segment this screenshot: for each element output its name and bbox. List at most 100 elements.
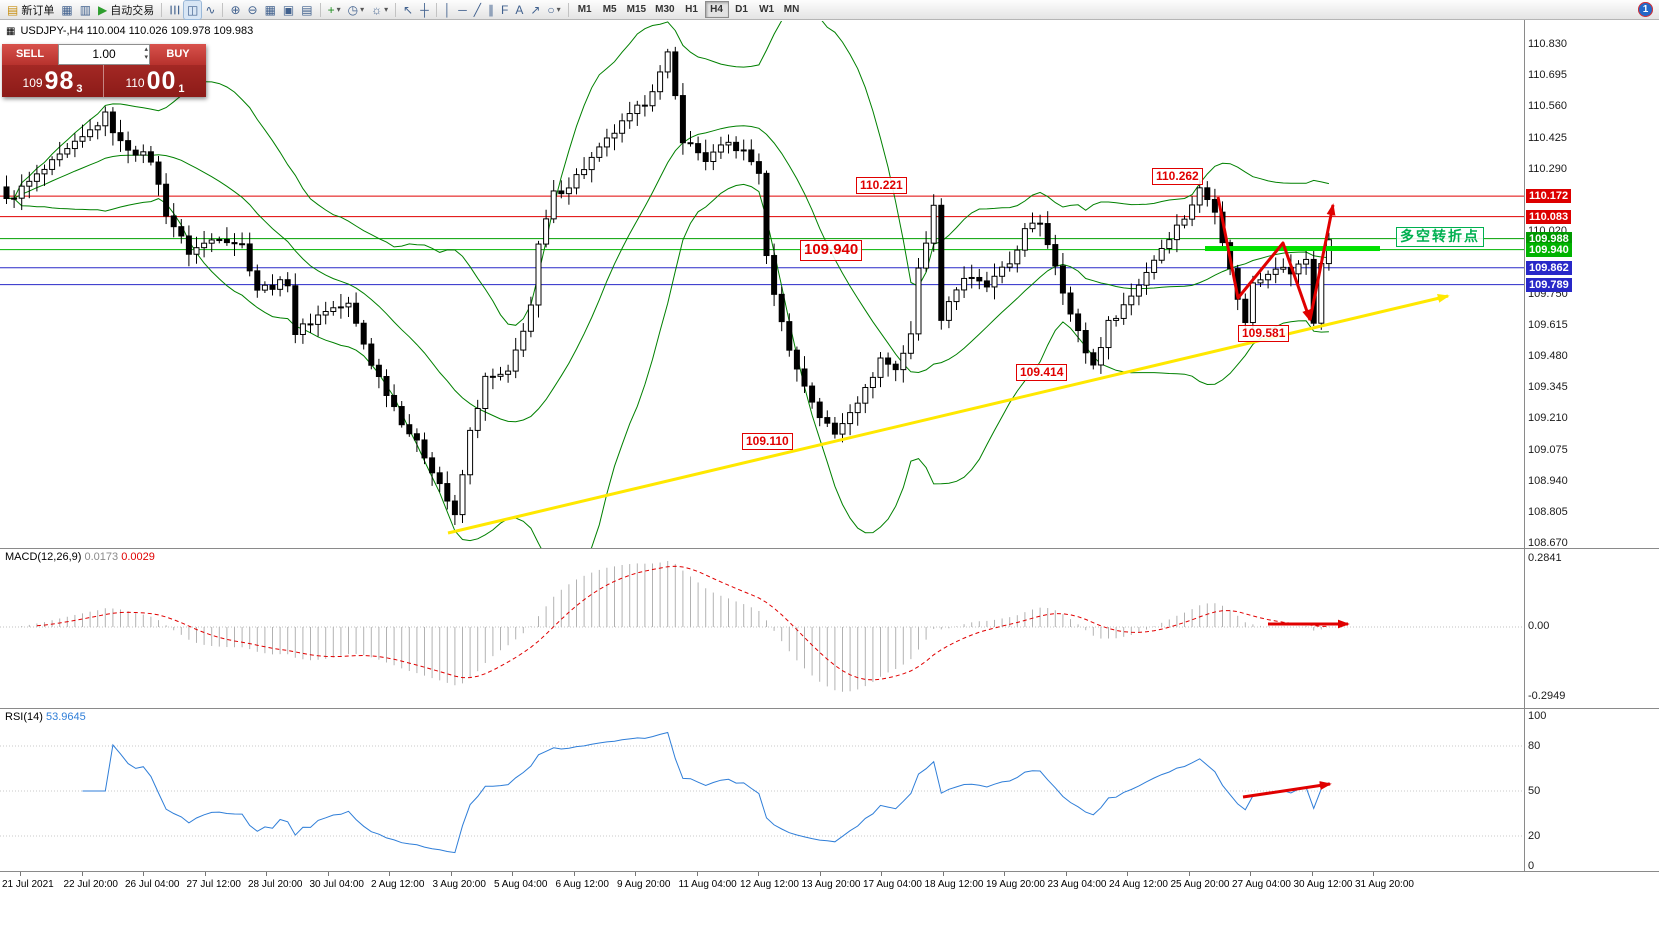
chevron-down-icon[interactable]: ▾ bbox=[360, 5, 365, 14]
chevron-down-icon[interactable]: ▾ bbox=[384, 5, 389, 14]
bar-chart-button[interactable]: ☰ bbox=[166, 1, 183, 19]
toolbar-separator bbox=[161, 2, 163, 17]
price-annotation-label[interactable]: 109.940 bbox=[800, 240, 863, 261]
auto-trading-icon: ▶ bbox=[98, 2, 108, 17]
new-order-button[interactable]: ▤ 新订单 bbox=[4, 1, 57, 19]
price-annotation-label[interactable]: 109.581 bbox=[1238, 325, 1290, 342]
timeframe-d1-button[interactable]: D1 bbox=[735, 4, 748, 15]
candlestick-chart-button[interactable]: ◫ bbox=[183, 0, 203, 20]
volume-spinner-icon[interactable]: ▴ ▾ bbox=[144, 46, 148, 61]
time-tick bbox=[20, 872, 21, 876]
timeframe-h1-button[interactable]: H1 bbox=[685, 4, 698, 15]
arrows-icon: ↗ bbox=[530, 2, 541, 17]
profiles-button[interactable]: ▥ bbox=[77, 1, 94, 19]
time-tick bbox=[204, 872, 206, 876]
timeframe-m15-button[interactable]: M15 bbox=[626, 4, 647, 15]
time-tick bbox=[1250, 872, 1251, 876]
add-indicator-icon: + bbox=[327, 2, 335, 17]
time-axis-label: 18 Aug 12:00 bbox=[924, 879, 984, 890]
volume-field[interactable]: 1.00 ▴ ▾ bbox=[58, 44, 150, 65]
timeframe-mn-button[interactable]: MN bbox=[783, 4, 800, 15]
price-scale-label: 110.830 bbox=[1528, 38, 1567, 50]
shapes-icon: ○ bbox=[547, 2, 555, 17]
chevron-down-icon[interactable]: ▾ bbox=[336, 5, 341, 14]
trendline-button[interactable]: ╱ bbox=[471, 1, 484, 19]
time-tick bbox=[389, 872, 390, 876]
horizontal-line-icon: ─ bbox=[458, 2, 467, 17]
price-scale-separator bbox=[1524, 20, 1525, 871]
chart-icon: ▦ bbox=[6, 25, 16, 37]
time-axis-label: 17 Aug 04:00 bbox=[863, 879, 922, 890]
price-scale-label: 109.480 bbox=[1528, 349, 1568, 362]
sell-button[interactable]: SELL bbox=[2, 44, 58, 65]
chart-window-button[interactable]: ▦ bbox=[58, 1, 75, 19]
time-tick bbox=[942, 872, 944, 876]
price-scale-label: 108.670 bbox=[1528, 537, 1568, 550]
trendline-icon: ╱ bbox=[473, 2, 481, 17]
timeframe-h4-button[interactable]: H4 bbox=[704, 1, 729, 18]
time-tick bbox=[819, 872, 821, 876]
add-indicator-button[interactable]: + ▾ bbox=[325, 1, 344, 19]
price-scale-label: 110.290 bbox=[1528, 162, 1567, 175]
time-tick bbox=[143, 872, 144, 876]
cursor-button[interactable]: ↖ bbox=[400, 1, 416, 19]
time-axis-label: 22 Jul 20:00 bbox=[63, 879, 119, 890]
time-tick bbox=[881, 872, 882, 876]
turning-point-label[interactable]: 多空转折点 bbox=[1396, 227, 1484, 247]
chart-symbol-label: ▦ USDJPY-,H4 110.004 110.026 109.978 109… bbox=[6, 25, 253, 37]
buy-price[interactable]: 110 00 1 bbox=[125, 67, 185, 95]
timeframe-m5-button[interactable]: M5 bbox=[602, 4, 617, 15]
rsi-panel-separator[interactable] bbox=[0, 708, 1659, 709]
vertical-line-button[interactable]: │ bbox=[441, 1, 455, 19]
text-button[interactable]: A bbox=[512, 1, 526, 19]
timeframe-w1-button[interactable]: W1 bbox=[759, 4, 775, 15]
price-annotation-label[interactable]: 109.110 bbox=[742, 433, 793, 450]
macd-panel-separator[interactable] bbox=[0, 548, 1659, 549]
time-tick bbox=[1004, 872, 1005, 876]
price-annotation-label[interactable]: 110.262 bbox=[1152, 168, 1203, 185]
sell-price[interactable]: 109 98 3 bbox=[2, 65, 104, 97]
new-order-button-label: 新订单 bbox=[21, 4, 55, 17]
fibonacci-icon: F bbox=[500, 2, 509, 17]
macd-main-value: 0.0173 bbox=[84, 551, 119, 563]
horizontal-line-button[interactable]: ─ bbox=[455, 1, 470, 19]
template-button[interactable]: ☼ ▾ bbox=[368, 1, 391, 19]
rsi-scale-label: 80 bbox=[1528, 740, 1541, 752]
arrows-button[interactable]: ↗ bbox=[527, 1, 543, 19]
arrange-windows-button[interactable]: ▤ bbox=[298, 1, 315, 19]
cascade-windows-button[interactable]: ▣ bbox=[280, 1, 297, 19]
tile-windows-button[interactable]: ▦ bbox=[262, 1, 279, 19]
zoom-out-button[interactable]: ⊖ bbox=[245, 1, 261, 19]
time-axis-label: 28 Jul 20:00 bbox=[248, 879, 303, 890]
price-scale-label: 109.075 bbox=[1528, 443, 1568, 456]
price-scale-label: 110.425 bbox=[1528, 131, 1567, 144]
time-tick bbox=[758, 872, 759, 876]
timeframe-m30-button[interactable]: M30 bbox=[655, 4, 675, 15]
auto-trading-button[interactable]: ▶ 自动交易 bbox=[95, 1, 157, 19]
zoom-in-button[interactable]: ⊕ bbox=[227, 1, 243, 19]
buy-button[interactable]: BUY bbox=[150, 44, 206, 65]
price-scale-label: 108.805 bbox=[1528, 505, 1568, 518]
periods-button[interactable]: ◷ ▾ bbox=[345, 1, 368, 19]
timeframe-m1-button[interactable]: M1 bbox=[577, 4, 592, 15]
line-chart-button[interactable]: ∿ bbox=[202, 1, 218, 19]
chevron-down-icon[interactable]: ▾ bbox=[556, 5, 561, 14]
time-tick bbox=[1188, 872, 1190, 876]
notification-badge[interactable]: 1 bbox=[1638, 2, 1653, 17]
time-axis-label: 31 Aug 20:00 bbox=[1355, 879, 1414, 890]
price-annotation-label[interactable]: 109.414 bbox=[1016, 364, 1068, 381]
price-line-label: 109.862 bbox=[1526, 260, 1572, 275]
shapes-button[interactable]: ○ ▾ bbox=[544, 1, 563, 19]
profiles-icon: ▥ bbox=[79, 2, 92, 17]
rsi-scale-label: 20 bbox=[1528, 830, 1541, 842]
macd-signal-value: 0.0029 bbox=[121, 551, 155, 563]
crosshair-button[interactable]: ┼ bbox=[417, 1, 432, 19]
price-annotation-label[interactable]: 110.221 bbox=[856, 177, 907, 194]
one-click-trading-panel: SELL 1.00 ▴ ▾ BUY 109 98 3 110 00 1 bbox=[2, 44, 206, 97]
periods-icon: ◷ bbox=[347, 2, 359, 17]
channel-button[interactable]: ∥ bbox=[485, 1, 497, 19]
toolbar-separator bbox=[435, 2, 437, 17]
fibonacci-button[interactable]: F bbox=[498, 1, 511, 19]
time-axis-label: 25 Aug 20:00 bbox=[1170, 879, 1230, 890]
